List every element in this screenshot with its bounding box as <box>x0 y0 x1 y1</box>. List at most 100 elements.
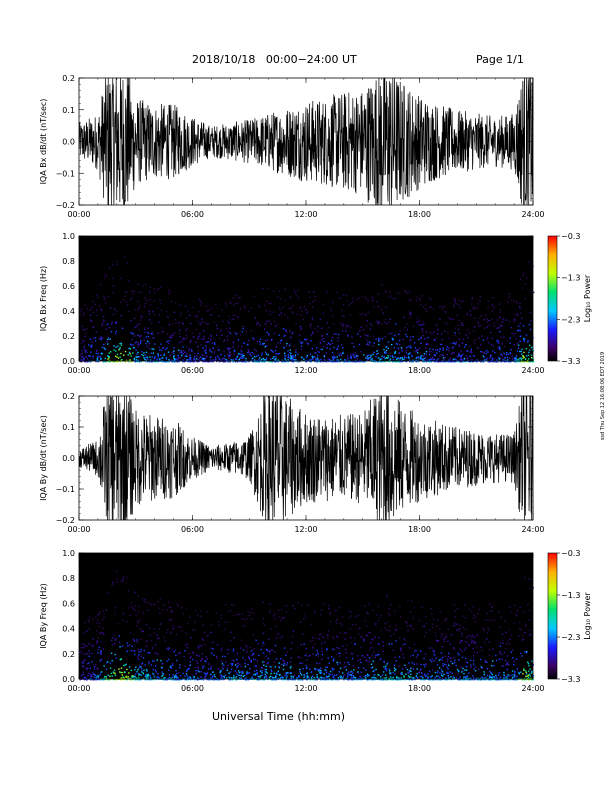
spectrogram-cell <box>220 674 222 677</box>
spectrogram-cell <box>91 306 94 309</box>
spectrogram-cell <box>90 675 92 678</box>
spectrogram-cell <box>483 318 486 321</box>
spectrogram-cell <box>313 356 316 358</box>
spectrogram-cell <box>513 319 515 321</box>
spectrogram-cell <box>259 678 261 681</box>
spectrogram-cell <box>165 356 167 359</box>
spectrogram-cell <box>407 357 410 360</box>
spectrogram-cell <box>253 670 256 672</box>
spectrogram-cell <box>412 668 415 670</box>
spectrogram-cell <box>145 299 148 301</box>
spectrogram-cell <box>506 359 509 361</box>
spectrogram-cell <box>399 330 401 332</box>
spectrogram-cell <box>488 654 490 656</box>
spectrogram-cell <box>162 347 164 349</box>
spectrogram-cell <box>138 677 140 679</box>
spectrogram-cell <box>130 332 132 334</box>
spectrogram-cell <box>253 658 255 661</box>
spectrogram-cell <box>226 677 228 679</box>
spectrogram-cell <box>515 355 518 357</box>
spectrogram-cell <box>460 671 463 673</box>
spectrogram-cell <box>333 323 335 325</box>
spectrogram-cell <box>188 676 190 678</box>
spectrogram-cell <box>227 610 229 613</box>
spectrogram-cell <box>163 636 166 639</box>
spectrogram-cell <box>228 357 230 359</box>
spectrogram-cell <box>453 677 456 679</box>
spectrogram-cell <box>397 348 400 350</box>
spectrogram-cell <box>473 340 475 343</box>
spectrogram-cell <box>198 655 200 657</box>
spectrogram-cell <box>422 334 424 337</box>
spectrogram-cell <box>392 358 395 361</box>
spectrogram-cell <box>377 678 380 681</box>
spectrogram-cell <box>531 292 534 294</box>
spectrogram-cell <box>417 348 419 351</box>
spectrogram-cell <box>221 666 224 668</box>
spectrogram-cell <box>327 657 329 659</box>
spectrogram-cell <box>515 359 518 361</box>
spectrogram-cell <box>457 324 459 327</box>
spectrogram-cell <box>158 637 161 640</box>
spectrogram-cell <box>365 625 368 627</box>
spectrogram-cell <box>519 302 521 305</box>
spectrogram-cell <box>200 344 202 346</box>
spectrogram-cell <box>333 333 335 335</box>
spectrogram-cell <box>453 625 455 627</box>
spectrogram-cell <box>517 610 519 612</box>
spectrogram-cell <box>490 354 492 356</box>
spectrogram-cell <box>90 346 92 348</box>
spectrogram-cell <box>292 604 294 607</box>
spectrogram-cell <box>525 355 528 357</box>
spectrogram-cell <box>368 674 370 677</box>
spectrogram-cell <box>132 292 134 295</box>
spectrogram-cell <box>289 329 291 332</box>
spectrogram-cell <box>382 678 384 681</box>
x-tick-label: 00:00 <box>67 366 90 375</box>
spectrogram-cell <box>263 360 266 363</box>
spectrogram-cell <box>309 360 312 363</box>
spectrogram-cell <box>171 676 174 679</box>
spectrogram-cell <box>429 348 431 350</box>
spectrogram-cell <box>201 659 203 661</box>
spectrogram-cell <box>299 360 301 363</box>
spectrogram-cell <box>499 308 501 311</box>
spectrogram-cell <box>364 677 367 679</box>
spectrogram-cell <box>368 356 370 359</box>
spectrogram-cell <box>364 605 366 607</box>
spectrogram-cell <box>370 663 373 665</box>
spectrogram-cell <box>425 360 428 363</box>
spectrogram-cell <box>438 306 441 308</box>
spectrogram-cell <box>139 342 142 345</box>
spectrogram-cell <box>481 360 484 363</box>
spectrogram-cell <box>512 657 514 659</box>
spectrogram-cell <box>169 354 171 357</box>
spectrogram-cell <box>192 651 194 653</box>
spectrogram-cell <box>245 677 247 679</box>
spectrogram-cell <box>402 644 404 646</box>
spectrogram-cell <box>115 321 118 324</box>
spectrogram-cell <box>493 360 495 363</box>
spectrogram-cell <box>415 357 418 359</box>
spectrogram-cell <box>320 327 323 330</box>
spectrogram-cell <box>149 319 151 321</box>
spectrogram-cell <box>524 358 527 360</box>
y-tick-label: 0.1 <box>62 106 75 115</box>
spectrogram-cell <box>257 354 260 357</box>
spectrogram-cell <box>203 338 205 340</box>
spectrogram-cell <box>329 348 331 350</box>
spectrogram-cell <box>136 326 138 329</box>
spectrogram-cell <box>144 675 147 678</box>
spectrogram-cell <box>379 359 381 362</box>
spectrogram-cell <box>377 643 380 645</box>
spectrogram-cell <box>409 313 411 316</box>
spectrogram-cell <box>237 332 239 334</box>
spectrogram-cell <box>121 671 123 674</box>
spectrogram-cell <box>212 648 214 650</box>
spectrogram-cell <box>303 674 305 676</box>
spectrogram-cell <box>284 675 286 677</box>
spectrogram-cell <box>241 618 243 620</box>
spectrogram-cell <box>490 619 492 622</box>
spectrogram-cell <box>404 639 406 641</box>
spectrogram-cell <box>141 353 143 356</box>
